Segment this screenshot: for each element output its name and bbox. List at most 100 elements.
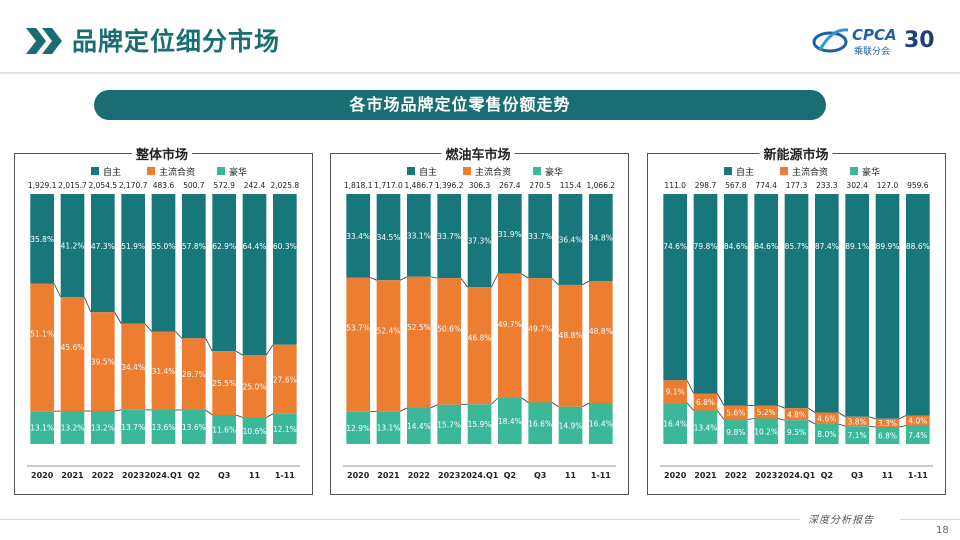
- data-label: 52.4%: [377, 326, 401, 335]
- bar-segment-mainstream: [376, 280, 401, 412]
- bar-segment-mainstream: [693, 393, 718, 411]
- chart-title-nev: 新能源市场: [759, 144, 833, 163]
- data-label: 16.4%: [589, 420, 613, 429]
- legend-swatch: [533, 167, 541, 175]
- connector-line: [114, 409, 122, 412]
- data-label: 45.6%: [61, 343, 85, 352]
- data-label: 11.6%: [212, 426, 236, 435]
- footer-divider: [0, 519, 800, 520]
- bar-segment-luxury: [724, 419, 748, 444]
- data-label: 74.6%: [663, 242, 687, 251]
- connector-line: [551, 277, 559, 286]
- bar-segment-mainstream: [273, 344, 297, 414]
- bar-segment-mainstream: [212, 351, 236, 415]
- connector-line: [175, 331, 183, 339]
- legend-item: 主流合资: [463, 166, 511, 178]
- category-label: 2024.Q1: [461, 471, 499, 480]
- connector-line: [838, 412, 846, 418]
- data-label: 60.3%: [273, 242, 297, 251]
- data-label: 48.8%: [559, 331, 583, 340]
- legend-label: 豪华: [229, 166, 247, 178]
- total-label: 2,170.7: [119, 181, 148, 190]
- connector-line: [808, 419, 816, 425]
- category-label: 2023: [438, 471, 460, 480]
- connector-line: [235, 350, 243, 356]
- connector-line: [83, 296, 92, 313]
- category-label: 1-11: [908, 471, 928, 480]
- data-label: 14.4%: [407, 422, 431, 431]
- page-number: 18: [936, 525, 949, 536]
- bar-segment-own: [407, 194, 431, 277]
- legend-swatch: [780, 167, 788, 175]
- bar-segment-own: [376, 194, 401, 281]
- category-label: Q3: [534, 471, 546, 480]
- connector-line: [777, 405, 785, 409]
- bar-segment-own: [60, 194, 85, 297]
- data-label: 51.1%: [30, 330, 54, 339]
- bar-segment-luxury: [467, 404, 492, 444]
- category-label: 11: [882, 471, 894, 480]
- data-label: 79.8%: [694, 242, 718, 251]
- legend-label: 主流合资: [159, 166, 195, 178]
- bar-segment-mainstream: [467, 287, 492, 405]
- bar-segment-mainstream: [724, 405, 748, 420]
- total-label: 2,054.5: [89, 181, 118, 190]
- bar-segment-luxury: [815, 424, 839, 444]
- cpca-logo: CPCA 乘联分会 30: [812, 22, 944, 64]
- bar-segment-mainstream: [558, 284, 583, 407]
- category-label: 2020: [664, 471, 687, 480]
- data-label: 9.5%: [787, 428, 806, 437]
- data-label: 4.6%: [817, 414, 836, 423]
- bar-segment-mainstream: [182, 338, 206, 411]
- connector-line: [582, 280, 590, 286]
- category-label: 2020: [347, 471, 370, 480]
- chart-panel-overall: 自主 主流合资 豪华 1,929.1 35.8% 51.1% 13.1% 2020 2,015.…: [14, 153, 313, 495]
- total-label: 1,396.2: [435, 181, 464, 190]
- total-label: 306.3: [469, 181, 491, 190]
- stacked-bar-chart: 自主 主流合资 豪华 1,929.1 35.8% 51.1% 13.1% 2020 2,015.…: [27, 166, 300, 480]
- bar-segment-mainstream: [121, 323, 145, 410]
- bar-segment-own: [151, 194, 176, 332]
- bar-segment-luxury: [754, 418, 778, 444]
- bar-segment-own: [558, 194, 583, 285]
- legend-item: 主流合资: [147, 166, 195, 178]
- connector-line: [235, 414, 243, 418]
- bar-segment-own: [815, 194, 839, 413]
- connector-line: [205, 338, 213, 352]
- connector-line: [686, 402, 694, 411]
- data-label: 18.4%: [498, 417, 522, 426]
- bar-segment-mainstream: [151, 331, 176, 410]
- data-label: 62.9%: [212, 242, 236, 251]
- total-label: 774.4: [755, 181, 777, 190]
- data-label: 5.6%: [726, 409, 745, 418]
- data-label: 51.9%: [121, 242, 145, 251]
- data-label: 37.3%: [468, 237, 492, 246]
- data-label: 3.8%: [848, 418, 867, 427]
- legend-swatch: [217, 167, 225, 175]
- bar-segment-luxury: [60, 411, 85, 444]
- data-label: 8.0%: [817, 430, 836, 439]
- data-label: 5.2%: [757, 408, 776, 417]
- bar-segment-mainstream: [875, 418, 900, 427]
- total-label: 302.4: [846, 181, 868, 190]
- category-label: Q3: [218, 471, 230, 480]
- data-label: 31.9%: [498, 230, 522, 239]
- total-label: 1,717.0: [374, 181, 403, 190]
- data-label: 88.6%: [906, 242, 930, 251]
- connector-line: [716, 393, 725, 406]
- bar-segment-own: [182, 194, 206, 339]
- data-label: 89.1%: [845, 242, 869, 251]
- bar-segment-mainstream: [346, 277, 370, 412]
- bar-segment-mainstream: [906, 415, 930, 426]
- category-label: 2022: [725, 471, 747, 480]
- data-label: 13.1%: [30, 424, 54, 433]
- connector-line: [205, 409, 213, 416]
- chart-title-overall: 整体市场: [131, 144, 193, 163]
- bar-segment-own: [875, 194, 900, 419]
- data-label: 49.7%: [498, 320, 522, 329]
- bar-segment-own: [498, 194, 522, 274]
- data-label: 13.6%: [182, 423, 206, 432]
- connector-line: [430, 404, 438, 409]
- bar-segment-own: [91, 194, 115, 313]
- bar-segment-mainstream: [437, 278, 461, 405]
